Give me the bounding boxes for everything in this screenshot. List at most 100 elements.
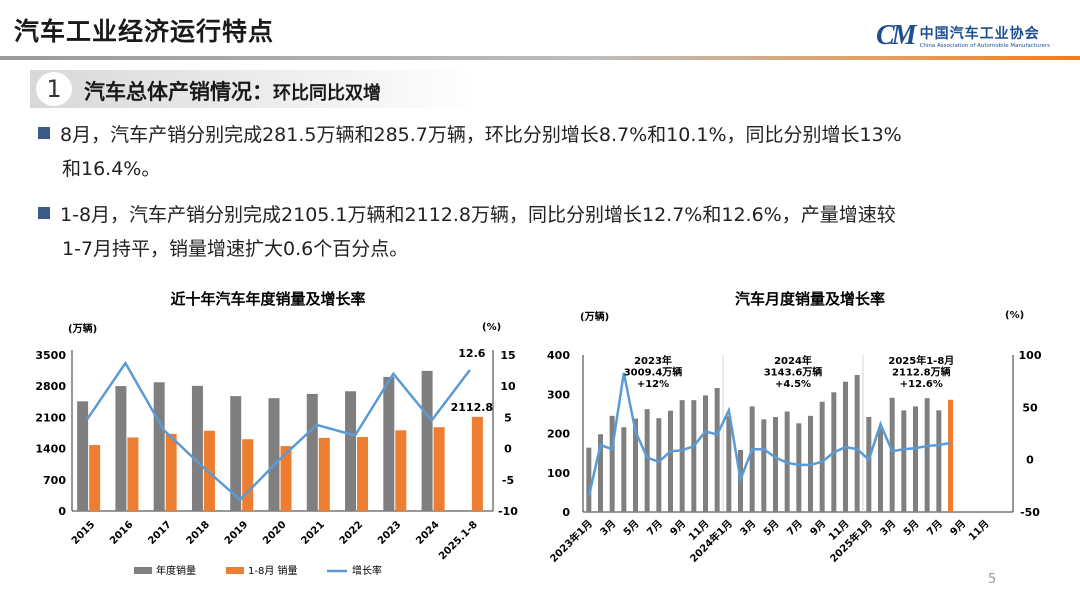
bullet-text: 8月，汽车产销分别完成281.5万辆和285.7万辆，环比分别增长8.7%和10… bbox=[60, 124, 902, 146]
y2-tick-label: -5 bbox=[502, 474, 514, 487]
y2-tick-label: 50 bbox=[1022, 401, 1038, 414]
y2-tick-label: 5 bbox=[504, 411, 512, 424]
y-tick-label: 700 bbox=[43, 474, 66, 487]
period-annotation: 2025年1-8月 bbox=[888, 354, 954, 367]
chart-title: 汽车月度销量及增长率 bbox=[735, 290, 885, 308]
bar-annual-2018 bbox=[191, 385, 203, 511]
growth-rate-line bbox=[587, 372, 951, 497]
period-annotation: 2023年 bbox=[634, 354, 672, 367]
bar-8月 bbox=[948, 399, 953, 512]
bar-jan-aug-2017 bbox=[165, 433, 177, 511]
y2-axis-unit: (%) bbox=[482, 322, 501, 333]
bar-2025年1月 bbox=[866, 417, 872, 512]
bar-7月 bbox=[796, 423, 802, 512]
bar-jan-aug-2016 bbox=[127, 437, 139, 511]
x-tick-label: 11月 bbox=[966, 518, 991, 543]
bar-annual-2016 bbox=[115, 386, 127, 511]
bar-12月 bbox=[714, 387, 720, 512]
bar-2月 bbox=[598, 434, 603, 512]
bullet-text: 1-8月，汽车产销分别完成2105.1万辆和2112.8万辆，同比分别增长12.… bbox=[60, 204, 896, 226]
bar-annual-2017 bbox=[153, 382, 165, 511]
bar-annual-2019 bbox=[230, 396, 242, 511]
bar-jan-aug-2018 bbox=[203, 430, 215, 511]
bar-6月 bbox=[644, 409, 650, 512]
legend-label: 1-8月 销量 bbox=[248, 564, 298, 577]
bar-5月 bbox=[913, 406, 918, 512]
bar-jan-aug-2015 bbox=[89, 445, 101, 511]
legend-label: 年度销量 bbox=[156, 564, 196, 577]
bar-4月 bbox=[761, 419, 767, 512]
bar-4月 bbox=[901, 410, 907, 512]
y-tick-label: 300 bbox=[547, 388, 570, 401]
period-annotation: 2024年 bbox=[774, 354, 812, 367]
x-tick-label: 5月 bbox=[621, 518, 641, 538]
data-label-growth: 12.6 bbox=[458, 347, 485, 360]
bar-2月 bbox=[878, 428, 883, 512]
x-tick-label: 5月 bbox=[901, 518, 921, 538]
legend-swatch-annual bbox=[134, 567, 152, 574]
x-tick-label: 3月 bbox=[598, 518, 618, 538]
bullet-square-icon bbox=[38, 207, 50, 219]
section-number: 1 bbox=[36, 72, 72, 106]
y-tick-label: 2800 bbox=[35, 380, 66, 393]
data-label-sales: 2112.8 bbox=[451, 401, 493, 414]
bar-annual-2023 bbox=[383, 376, 395, 511]
period-annotation: +12.6% bbox=[900, 379, 943, 390]
bar-9月 bbox=[679, 400, 685, 512]
y-tick-label: 0 bbox=[562, 506, 570, 519]
bullet-text: 1-7月持平，销量增速扩大0.6个百分点。 bbox=[62, 238, 409, 260]
period-annotation: 3143.6万辆 bbox=[764, 366, 823, 379]
period-annotation: +4.5% bbox=[775, 379, 811, 390]
period-annotation: 3009.4万辆 bbox=[624, 366, 683, 379]
section-title: 汽车总体产销情况：环比同比双增 bbox=[84, 76, 381, 106]
y-tick-label: 100 bbox=[547, 467, 570, 480]
bar-4月 bbox=[621, 427, 627, 512]
section-title-main: 汽车总体产销情况： bbox=[84, 80, 273, 104]
caam-logo: CM 中国汽车工业协会 China Association of Automob… bbox=[876, 20, 1050, 52]
bar-jan-aug-2022 bbox=[357, 437, 369, 511]
bar-jan-aug-2021 bbox=[318, 437, 330, 511]
y2-axis-unit: (%) bbox=[1005, 310, 1024, 321]
x-tick-label: 3月 bbox=[878, 518, 898, 538]
bar-jan-aug-2023 bbox=[395, 430, 407, 511]
x-tick-label: 9月 bbox=[668, 518, 688, 538]
period-annotation: +12% bbox=[637, 379, 669, 390]
x-tick-label: 9月 bbox=[948, 518, 968, 538]
page-number: 5 bbox=[988, 572, 997, 587]
bar-3月 bbox=[609, 415, 615, 512]
y-tick-label: 200 bbox=[547, 428, 570, 441]
legend-label: 增长率 bbox=[352, 564, 382, 577]
y2-tick-label: 15 bbox=[500, 349, 515, 362]
y-axis-unit: (万辆) bbox=[68, 322, 97, 335]
bar-6月 bbox=[924, 398, 930, 512]
y-tick-label: 400 bbox=[547, 349, 570, 362]
y-tick-label: 0 bbox=[58, 505, 66, 518]
y2-tick-label: 0 bbox=[1026, 454, 1034, 467]
x-tick-label: 7月 bbox=[924, 518, 944, 538]
bar-11月 bbox=[703, 395, 708, 512]
y2-tick-label: 100 bbox=[1019, 349, 1042, 362]
section-banner bbox=[30, 70, 480, 108]
y-tick-label: 2100 bbox=[35, 411, 66, 424]
bullet-square-icon bbox=[38, 127, 50, 139]
header-divider bbox=[0, 56, 1080, 60]
logo-mark: CM bbox=[876, 20, 917, 51]
x-tick-label: 7月 bbox=[784, 518, 804, 538]
bar-7月 bbox=[936, 410, 942, 512]
period-annotation: 2112.8万辆 bbox=[892, 366, 951, 379]
bar-10月 bbox=[691, 400, 697, 512]
y-tick-label: 1400 bbox=[35, 443, 66, 456]
bullet-2: 1-8月，汽车产销分别完成2105.1万辆和2112.8万辆，同比分别增长12.… bbox=[38, 198, 1058, 266]
chart-title: 近十年汽车年度销量及增长率 bbox=[170, 290, 365, 308]
bar-annual-2020 bbox=[268, 398, 280, 511]
x-tick-label: 9月 bbox=[808, 518, 828, 538]
bar-jan-aug-2025.1-8 bbox=[471, 416, 483, 511]
x-tick-label: 3月 bbox=[738, 518, 758, 538]
slide-title: 汽车工业经济运行特点 bbox=[14, 17, 275, 46]
bar-2023年1月 bbox=[586, 447, 592, 512]
bullet-1: 8月，汽车产销分别完成281.5万辆和285.7万辆，环比分别增长8.7%和10… bbox=[38, 118, 1058, 186]
bar-annual-2021 bbox=[306, 393, 318, 511]
y-axis-unit: (万辆) bbox=[580, 310, 609, 323]
growth-rate-line bbox=[86, 360, 471, 502]
bar-12月 bbox=[854, 375, 860, 512]
